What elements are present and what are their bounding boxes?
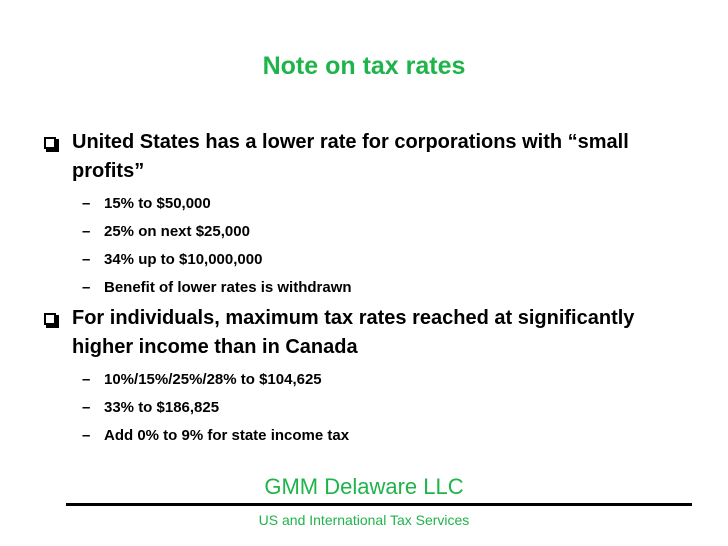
dash-icon: –: [82, 371, 91, 388]
list-item: –33% to $186,825: [44, 394, 684, 422]
dash-icon: –: [82, 399, 91, 416]
list-item: –34% up to $10,000,000: [44, 246, 684, 274]
dash-icon: –: [82, 195, 91, 212]
checkbox-bullet-icon: [44, 313, 59, 328]
list-item-text: 33% to $186,825: [104, 399, 220, 416]
checkbox-bullet-icon: [44, 137, 59, 152]
list-item-text: Benefit of lower rates is withdrawn: [104, 279, 352, 296]
slide-title: Note on tax rates: [262, 52, 466, 80]
list-item: – Add 0% to 9% for state income tax: [44, 422, 684, 450]
bullet-text: United States has a lower rate for corpo…: [72, 131, 629, 182]
list-item-text: 34% up to $10,000,000: [104, 251, 263, 268]
sub-list-corporations: –15% to $50,000 –25% on next $25,000 –34…: [44, 190, 684, 302]
list-item-text: 25% on next $25,000: [104, 223, 250, 240]
bullet-text: For individuals, maximum tax rates reach…: [72, 307, 635, 358]
list-item: –15% to $50,000: [44, 190, 684, 218]
list-item-text: Add 0% to 9% for state income tax: [104, 427, 350, 444]
dash-icon: –: [82, 251, 91, 268]
footer-company-name: GMM Delaware LLC: [264, 474, 464, 499]
dash-icon: –: [82, 427, 91, 444]
bullet-corporations: United States has a lower rate for corpo…: [44, 128, 684, 186]
dash-icon: –: [82, 279, 91, 296]
list-item: – Benefit of lower rates is withdrawn: [44, 274, 684, 302]
list-item-text: 10%/15%/25%/28% to $104,625: [104, 371, 322, 388]
list-item-text: 15% to $50,000: [104, 195, 211, 212]
footer-tagline: US and International Tax Services: [258, 512, 470, 528]
footer-divider: [66, 503, 692, 506]
dash-icon: –: [82, 223, 91, 240]
sub-list-individuals: –10%/15%/25%/28% to $104,625 –33% to $18…: [44, 366, 684, 450]
list-item: –25% on next $25,000: [44, 218, 684, 246]
slide-content: United States has a lower rate for corpo…: [44, 128, 684, 450]
list-item: –10%/15%/25%/28% to $104,625: [44, 366, 684, 394]
bullet-individuals: For individuals, maximum tax rates reach…: [44, 304, 684, 362]
